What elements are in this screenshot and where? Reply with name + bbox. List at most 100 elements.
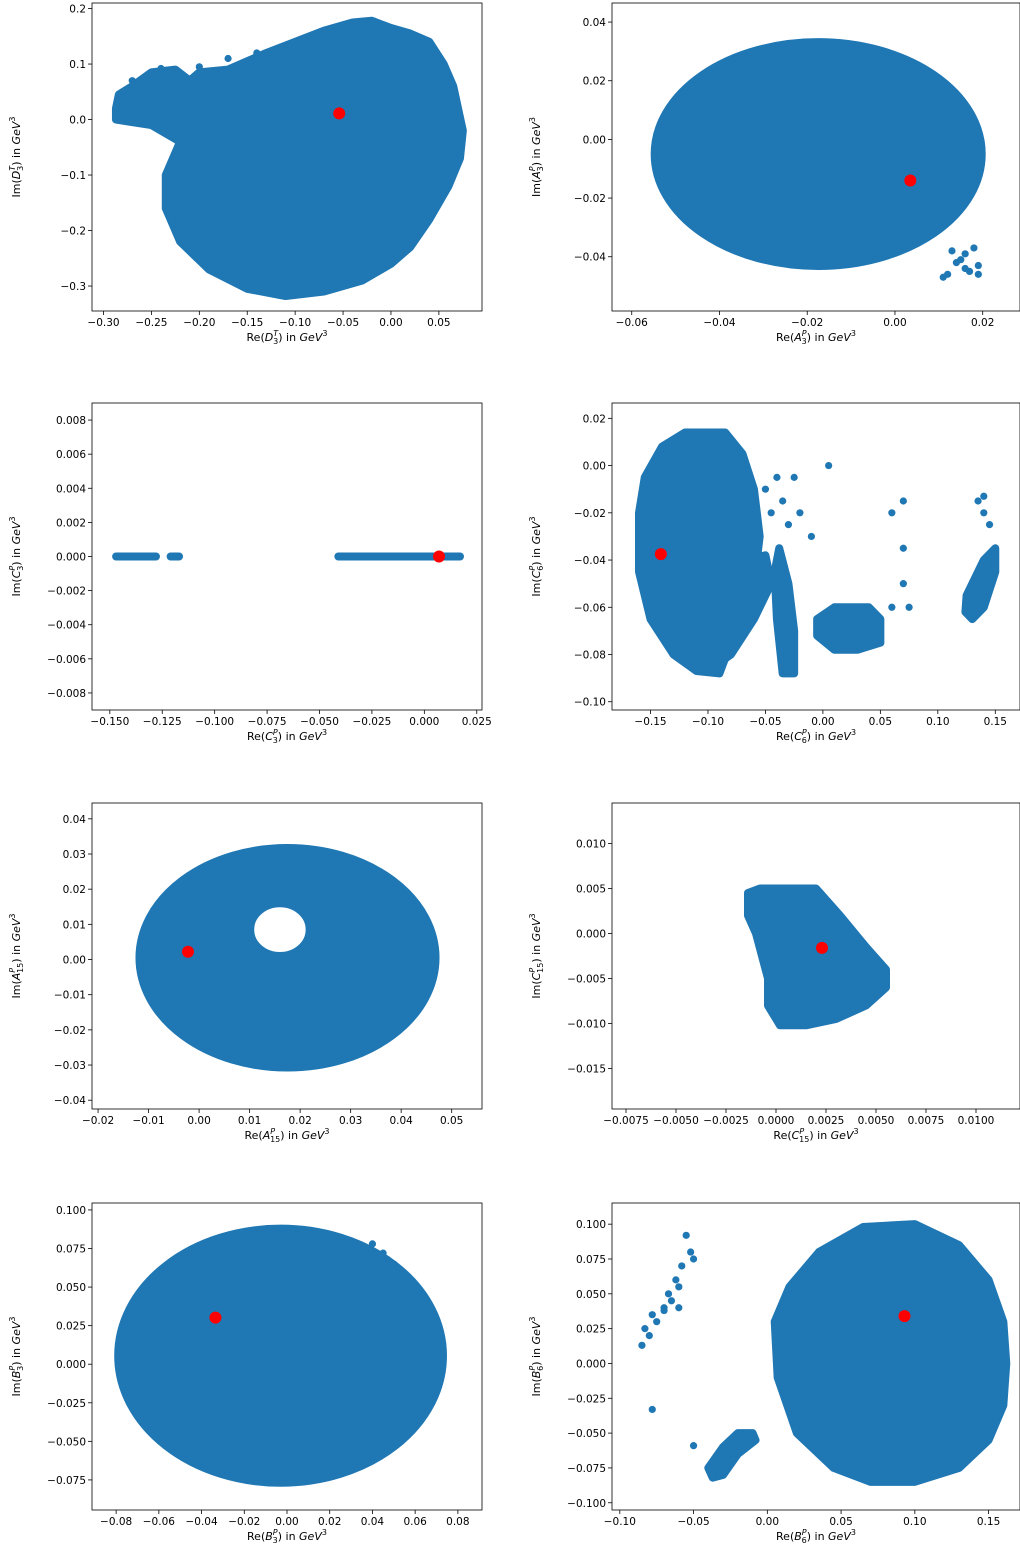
label-pre: Im( [10, 578, 23, 596]
y-tick-label: −0.01 [54, 990, 86, 1002]
label-unit_sup: 3 [8, 117, 17, 122]
y-tick-label: −0.004 [47, 620, 86, 632]
label-pre: Re( [247, 1530, 265, 1543]
x-tick-label: −0.30 [87, 317, 119, 329]
label-sub: 3 [536, 166, 545, 171]
label-base: B [794, 1530, 802, 1543]
x-tick-label: 0.05 [427, 317, 450, 329]
label-sub: 6 [536, 566, 545, 571]
y-tick-label: −0.075 [567, 1463, 606, 1475]
x-tick-label: 0.0050 [858, 1115, 895, 1127]
x-axis-label: Re(BP 3) in GeV3 [247, 1528, 327, 1545]
x-tick-label: −0.10 [279, 317, 311, 329]
label-pre: Im( [530, 179, 543, 197]
scatter-point [796, 509, 804, 517]
y-tick-label: 0.075 [56, 1244, 86, 1256]
label-sub: 6 [802, 736, 807, 745]
axes-frame [611, 1202, 1020, 1511]
label-unit_sup: 3 [528, 1317, 537, 1322]
scatter-region [650, 38, 986, 270]
y-tick-label: 0.008 [56, 415, 86, 427]
x-tick-label: 0.05 [440, 1115, 463, 1127]
x-tick-label: 0.0100 [958, 1115, 995, 1127]
y-tick-label: 0.100 [576, 1219, 606, 1231]
label-sup: P [528, 1366, 537, 1371]
y-tick-label: −0.015 [567, 1064, 606, 1076]
x-tick-label: −0.08 [100, 1516, 132, 1528]
scatter-point [790, 473, 798, 481]
scatter-point [948, 247, 956, 255]
y-tick-label: −0.002 [47, 586, 86, 598]
y-tick-label: −0.3 [61, 281, 87, 293]
plot-area [744, 884, 890, 1030]
y-tick-label: 0.04 [63, 814, 87, 826]
label-unit_sup: 3 [322, 728, 327, 737]
label-sup: T [8, 165, 17, 171]
scatter-point [961, 264, 969, 273]
scatter-point [667, 1297, 676, 1305]
y-tick-label: −0.10 [574, 697, 606, 709]
x-tick-label: 0.0025 [808, 1115, 845, 1127]
label-sup: P [528, 968, 537, 973]
subplot-8: −0.10 −0.05 0.00 0.05 0.10 0.15 −0.100 −0.075 −0… [528, 1202, 1020, 1545]
y-tick-label: −0.010 [567, 1019, 606, 1031]
x-tick-label: 0.10 [903, 1516, 926, 1528]
label-unit_sup: 3 [322, 329, 327, 338]
x-axis-label: Re(CP 3) in GeV3 [247, 728, 327, 745]
scatter-point [379, 1249, 387, 1257]
y-tick-label: 0.000 [56, 1359, 86, 1371]
y-tick-label: 0.2 [69, 4, 86, 16]
label-base: A [262, 1129, 271, 1142]
scatter-point [974, 270, 982, 278]
scatter-point [195, 63, 203, 71]
scatter-point [664, 1290, 673, 1298]
y-tick-label: 0.002 [56, 517, 86, 529]
x-tick-label: −0.01 [132, 1115, 164, 1127]
y-axis-label: Im(AP15) in GeV3 [8, 913, 25, 998]
y-tick-label: 0.02 [63, 884, 86, 896]
x-axis-label: Re(AP 3) in GeV3 [776, 329, 856, 346]
scatter-point [675, 1283, 683, 1291]
label-post: ) in [530, 544, 543, 565]
scatter-region [704, 1429, 760, 1482]
label-unit: GeV [828, 331, 852, 344]
scatter-point [784, 521, 793, 529]
subplot-6: −0.0075 −0.0050 −0.0025 0.0000 0.0025 0.0050 0… [528, 802, 1020, 1144]
scatter-point [884, 1450, 892, 1458]
label-pre: Im( [530, 578, 543, 596]
label-post: ) in [807, 1530, 828, 1543]
x-tick-label: −0.05 [327, 317, 359, 329]
scatter-point [899, 497, 907, 505]
axes-frame [611, 402, 1020, 711]
y-tick-label: 0.004 [56, 483, 86, 495]
x-tick-label: −0.02 [228, 1516, 260, 1528]
label-sub: 3 [16, 166, 25, 171]
y-tick-label: −0.2 [61, 226, 87, 238]
scatter-point [157, 64, 165, 73]
subplot-2: −0.06 −0.04 −0.02 0.00 0.02 −0.04 −0.02 0.00 0.0… [528, 2, 1020, 346]
label-unit: GeV [828, 730, 852, 743]
label-pre: Im( [10, 179, 23, 197]
label-post: ) in [10, 941, 23, 962]
x-tick-label: −0.0075 [603, 1115, 649, 1127]
y-tick-label: 0.1 [69, 59, 86, 71]
label-post: ) in [278, 331, 299, 344]
x-tick-label: 0.00 [379, 317, 402, 329]
scatter-point [957, 256, 965, 264]
label-unit_sup: 3 [853, 1127, 858, 1136]
subplot-7: −0.08 −0.06 −0.04 −0.02 0.00 0.02 0.04 0.06 0.08… [8, 1202, 483, 1545]
label-unit: GeV [10, 520, 23, 544]
x-tick-label: −0.04 [703, 317, 735, 329]
x-tick-label: −0.0050 [653, 1115, 699, 1127]
x-tick-label: −0.15 [231, 317, 263, 329]
scatter-point [682, 1231, 690, 1239]
y-tick-label: 0.00 [63, 955, 86, 967]
y-tick-label: −0.005 [567, 974, 606, 986]
region-hole [254, 907, 306, 952]
y-axis-label: Im(CP15) in GeV3 [528, 913, 545, 998]
x-tick-label: 0.08 [446, 1516, 469, 1528]
scatter-point [224, 54, 232, 63]
y-tick-label: −0.02 [574, 508, 606, 520]
y-tick-label: 0.025 [56, 1321, 86, 1333]
label-sub: 3 [273, 736, 278, 745]
